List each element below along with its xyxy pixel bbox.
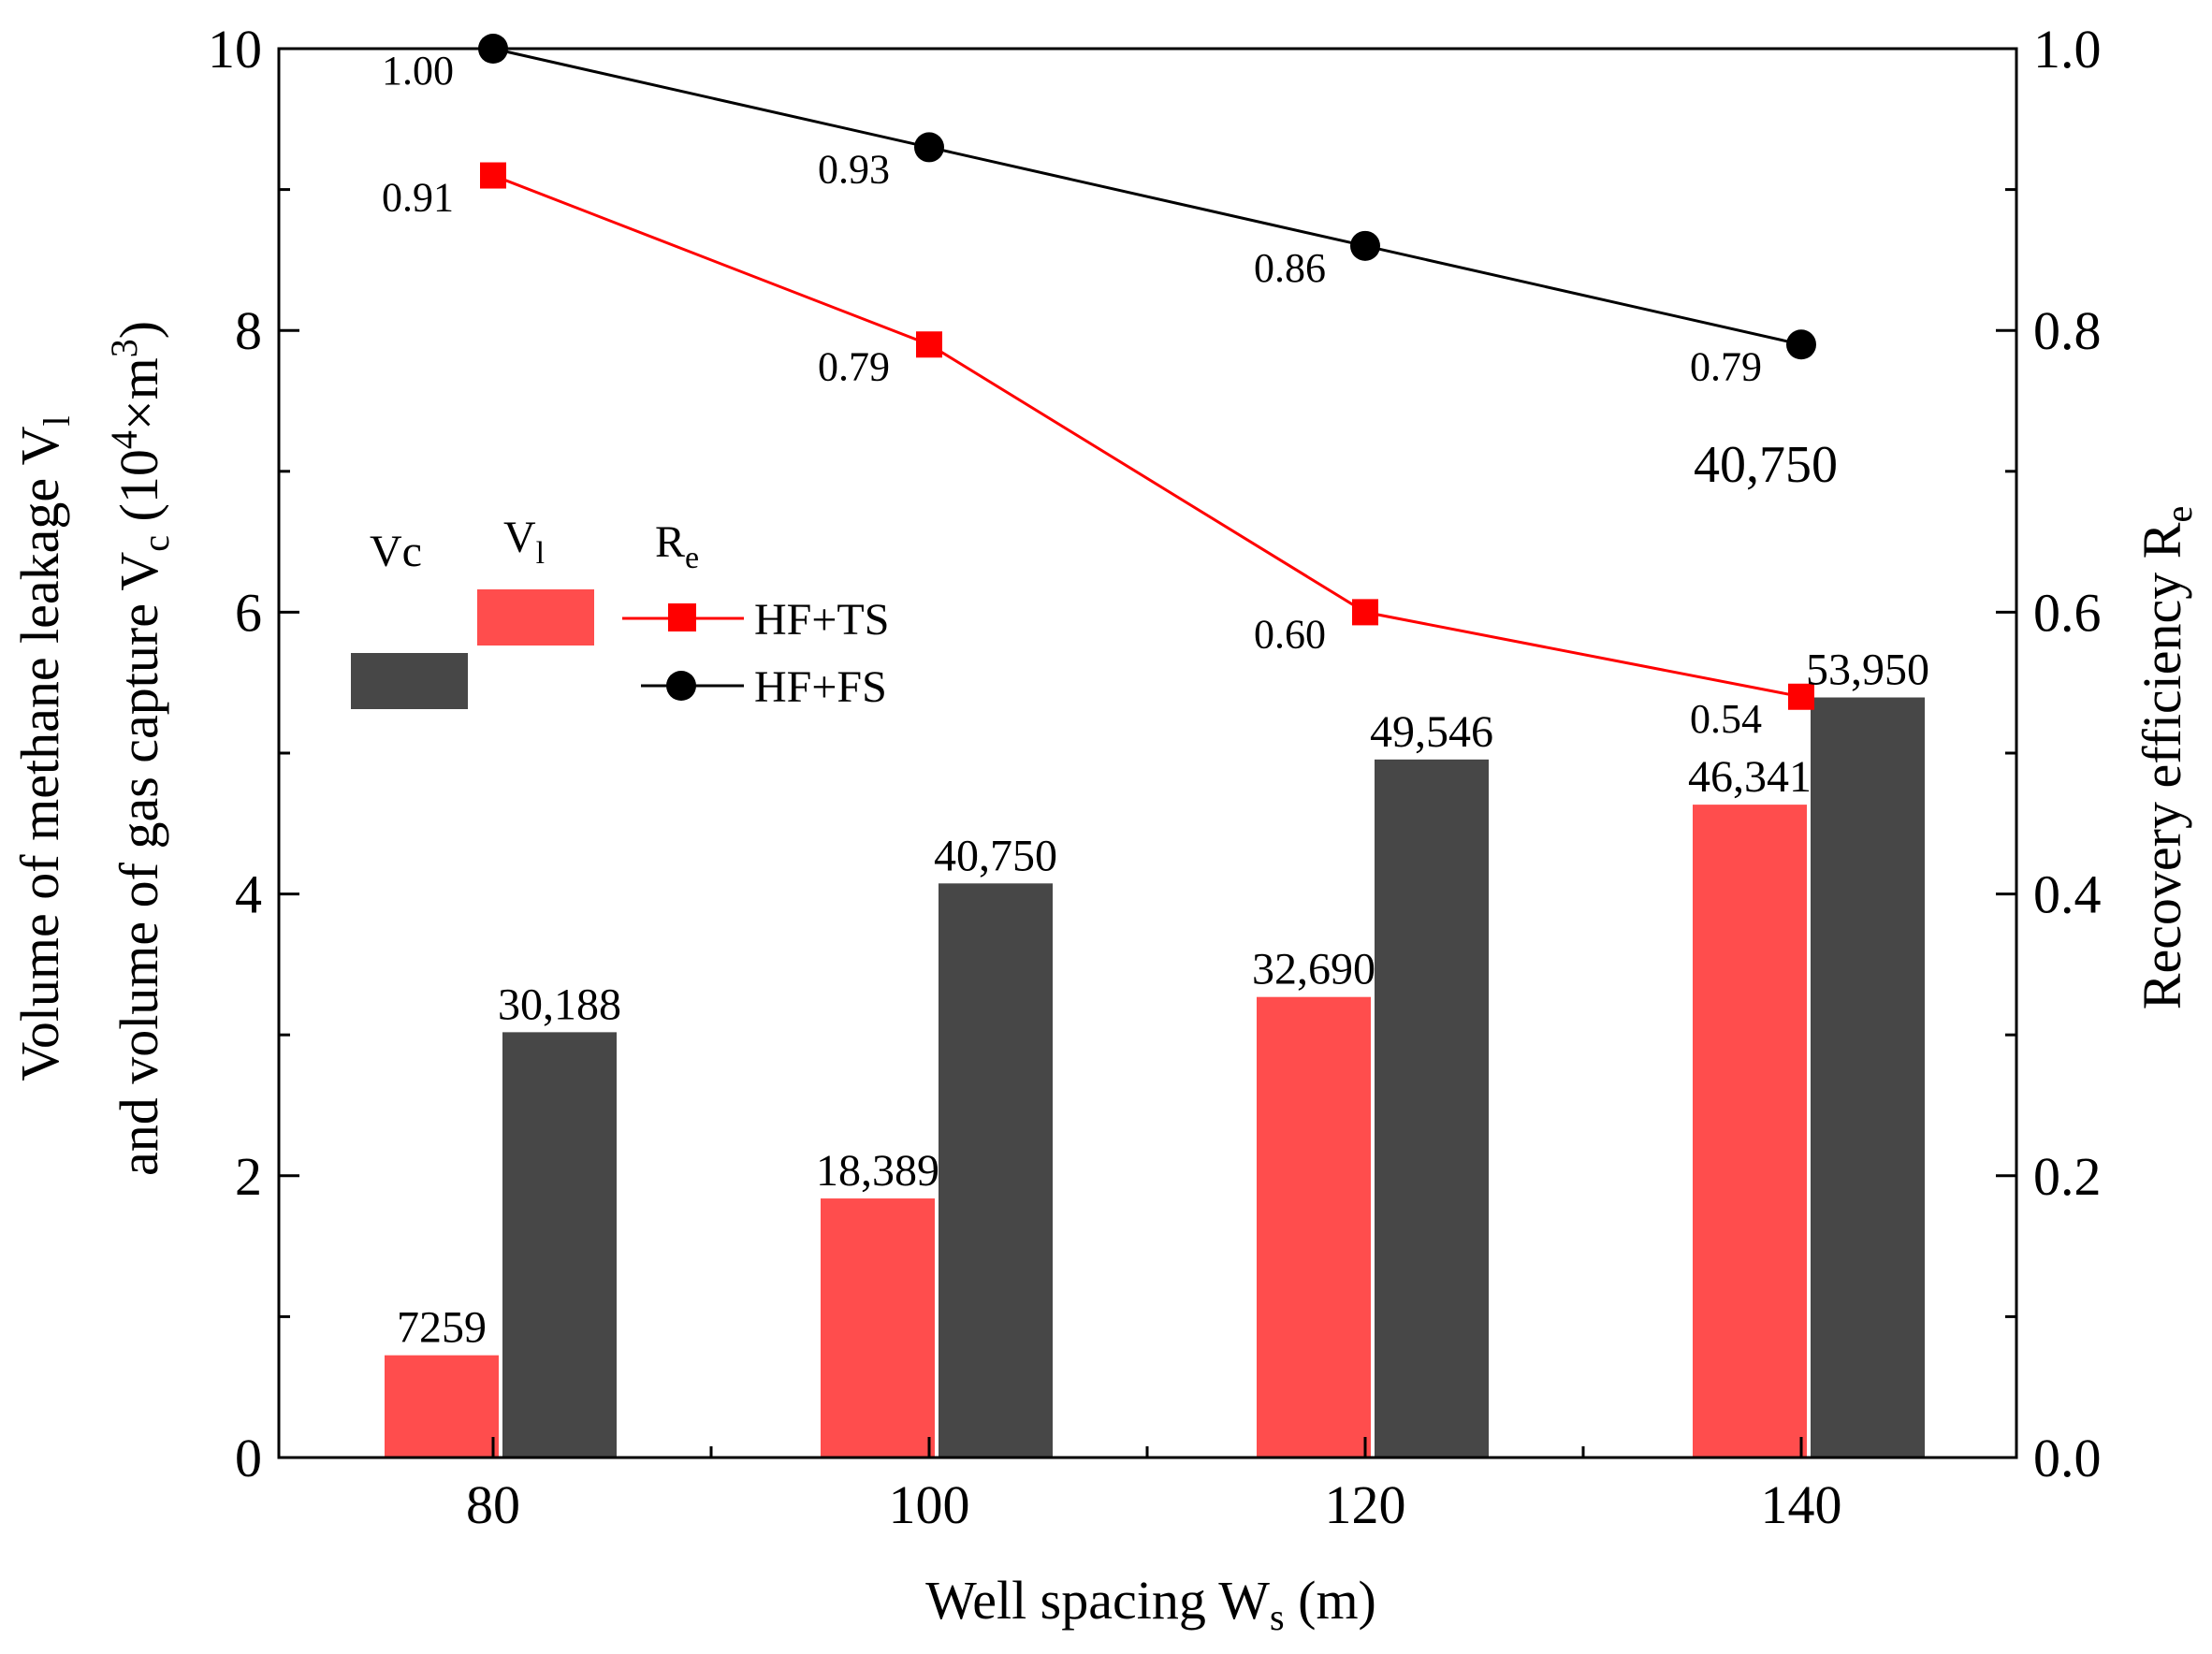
lines-layer xyxy=(478,34,1816,710)
marker-hf-ts-120 xyxy=(1352,599,1378,626)
point-label-hf-fs-100: 0.93 xyxy=(818,146,890,192)
bar-label-vc-120: 49,546 xyxy=(1370,707,1493,757)
legend: Vc Vl Re HF+TS HF+FS xyxy=(351,513,889,712)
legend-label-hf-ts: HF+TS xyxy=(754,595,889,645)
marker-hf-ts-100 xyxy=(916,331,942,358)
y2-tick-label-0.6: 0.6 xyxy=(2033,582,2102,643)
marker-hf-fs-100 xyxy=(914,132,944,163)
y-tick-label-10: 10 xyxy=(208,19,262,80)
legend-marker-hf-ts xyxy=(668,603,696,631)
y2-tick-label-0.2: 0.2 xyxy=(2033,1146,2102,1207)
x-axis-title: Well spacing Ws (m) xyxy=(925,1570,1376,1638)
point-label-hf-fs-120: 0.86 xyxy=(1254,245,1326,291)
bar-label-vc-100: 40,750 xyxy=(934,831,1057,880)
bar-vl-80 xyxy=(385,1355,499,1458)
x-tick-label-120: 120 xyxy=(1325,1474,1406,1535)
y2-tick-label-1: 1.0 xyxy=(2033,19,2102,80)
y-axis-title-line2: and volume of gas capture Vc (104×m3) xyxy=(103,321,177,1176)
y-axis-title-line1: Volume of methane leakage Vl xyxy=(9,415,78,1081)
y-tick-label-4: 4 xyxy=(235,864,262,925)
bar-vc-120 xyxy=(1375,759,1489,1458)
line-hf-fs xyxy=(492,47,1802,346)
bar-vc-140 xyxy=(1811,697,1925,1458)
point-label-hf-ts-80: 0.91 xyxy=(382,175,454,221)
y2-axis-title: Recovery efficiency Re xyxy=(2132,506,2200,1009)
legend-swatch-vc xyxy=(351,653,468,709)
bar-vl-100 xyxy=(821,1198,935,1458)
bar-vl-140 xyxy=(1693,805,1807,1458)
marker-hf-ts-140 xyxy=(1788,683,1814,710)
bars-layer xyxy=(385,697,1925,1458)
x-tick-label-140: 140 xyxy=(1761,1474,1842,1535)
ticks-layer: 0 2 4 6 8 10 0.0 0.2 0.4 0.6 0.8 1.0 80 100 120 140 xyxy=(208,19,2102,1535)
x-tick-label-80: 80 xyxy=(466,1474,520,1535)
bar-label-vl-140: 46,341 xyxy=(1688,752,1812,802)
point-label-hf-fs-80: 1.00 xyxy=(382,48,454,94)
point-label-hf-ts-120: 0.60 xyxy=(1254,611,1326,657)
y2-tick-label-0.4: 0.4 xyxy=(2033,864,2102,925)
marker-hf-fs-120 xyxy=(1350,230,1380,261)
bar-vc-100 xyxy=(939,883,1053,1458)
legend-marker-hf-fs xyxy=(666,671,696,701)
bar-label-vc-80: 30,188 xyxy=(498,979,621,1029)
bar-vl-120 xyxy=(1257,996,1371,1458)
line-hf-ts xyxy=(492,174,1802,699)
marker-hf-ts-80 xyxy=(480,162,506,189)
legend-title-vl: Vl xyxy=(503,513,545,571)
y-tick-label-6: 6 xyxy=(235,582,262,643)
marker-hf-fs-140 xyxy=(1786,329,1816,360)
y2-tick-label-0.8: 0.8 xyxy=(2033,300,2102,361)
annotation-text: 40,750 xyxy=(1694,436,1838,494)
point-label-hf-fs-140: 0.79 xyxy=(1690,343,1762,389)
legend-title-vc: Vc xyxy=(370,527,422,576)
legend-title-re: Re xyxy=(655,517,699,575)
legend-label-hf-fs: HF+FS xyxy=(754,662,887,712)
point-label-hf-ts-100: 0.79 xyxy=(818,343,890,389)
y2-tick-label-0: 0.0 xyxy=(2033,1428,2102,1488)
bar-label-vl-100: 18,389 xyxy=(816,1146,939,1196)
bar-label-vl-120: 32,690 xyxy=(1252,945,1375,994)
bar-vc-80 xyxy=(502,1032,617,1458)
bar-label-vl-80: 7259 xyxy=(397,1303,487,1353)
point-label-hf-ts-140: 0.54 xyxy=(1690,696,1762,742)
bar-label-vc-140: 53,950 xyxy=(1806,646,1929,695)
y-tick-label-8: 8 xyxy=(235,300,262,361)
x-tick-label-100: 100 xyxy=(889,1474,970,1535)
y-tick-label-2: 2 xyxy=(235,1146,262,1207)
legend-swatch-vl xyxy=(477,589,594,646)
y-tick-label-0: 0 xyxy=(235,1428,262,1488)
labels-layer: 7259 18,389 32,690 46,341 30,188 40,750 49,546… xyxy=(382,48,1929,1353)
